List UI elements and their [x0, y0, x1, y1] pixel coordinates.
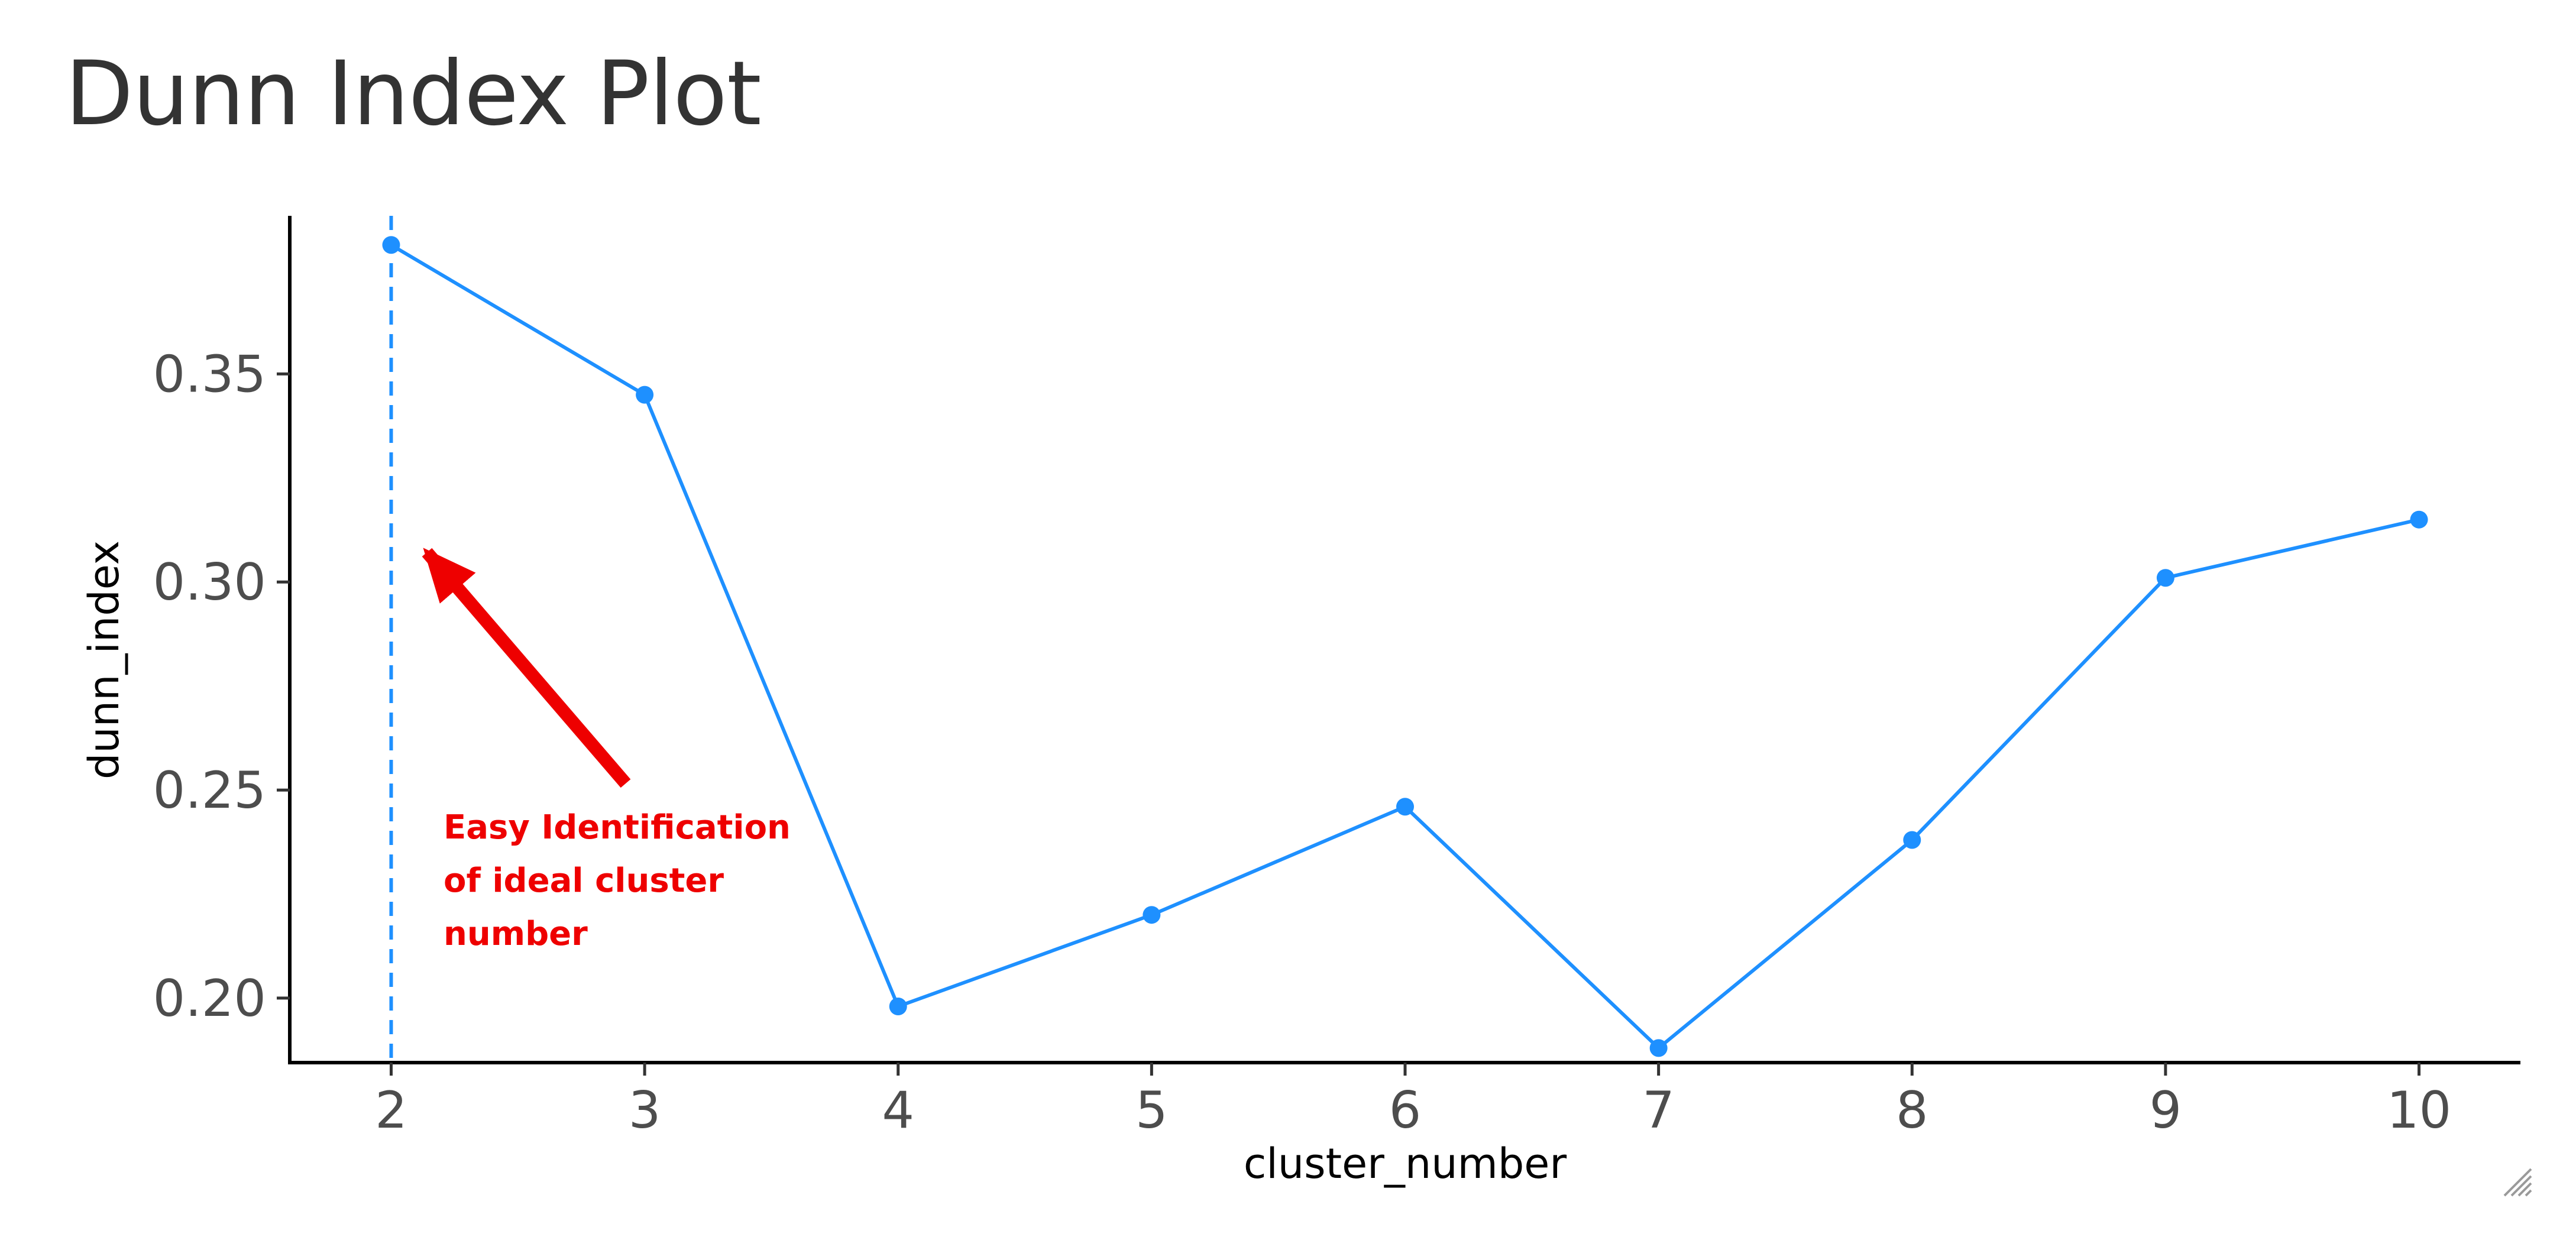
chart-title: Dunn Index Plot: [65, 43, 762, 145]
annotation-line-1: Easy Identification: [444, 808, 791, 847]
x-tick-label: 3: [629, 1081, 661, 1140]
data-point: [382, 236, 400, 254]
annotation-line-2: of ideal cluster: [444, 862, 724, 900]
data-point: [1903, 831, 1921, 849]
data-point: [2410, 510, 2428, 529]
data-point: [889, 998, 907, 1016]
data-point: [1649, 1039, 1668, 1057]
x-tick-label: 7: [1642, 1081, 1675, 1140]
x-tick-label: 8: [1896, 1081, 1928, 1140]
x-tick-label: 4: [882, 1081, 914, 1140]
x-tick-label: 2: [375, 1081, 407, 1140]
y-tick-label: 0.20: [153, 969, 266, 1028]
x-tick-label: 9: [2150, 1081, 2182, 1140]
y-tick-label: 0.30: [153, 553, 266, 612]
x-axis-title: cluster_number: [1244, 1139, 1567, 1188]
x-tick-label: 10: [2387, 1081, 2451, 1140]
resize-grip-icon[interactable]: [2499, 1163, 2534, 1199]
y-tick-label: 0.25: [153, 761, 266, 820]
annotation-line-3: number: [444, 915, 588, 953]
annotation-arrow: [422, 548, 631, 788]
y-axis-title: dunn_index: [80, 540, 128, 779]
x-tick-label: 6: [1389, 1081, 1422, 1140]
data-point: [1143, 906, 1161, 924]
data-point: [636, 386, 654, 404]
series-line: [390, 243, 2420, 1050]
data-point: [1396, 798, 1414, 816]
x-tick-label: 5: [1135, 1081, 1168, 1140]
data-point: [2156, 569, 2174, 587]
y-tick-label: 0.35: [153, 345, 266, 404]
